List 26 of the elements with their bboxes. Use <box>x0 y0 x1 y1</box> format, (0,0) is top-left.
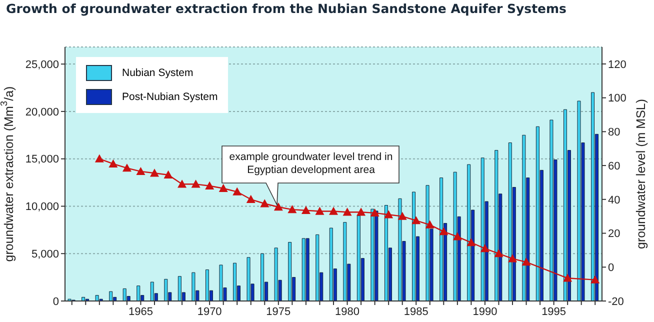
y-tick-label: 15,000 <box>25 154 59 166</box>
legend-label: Post-Nubian System <box>122 91 218 103</box>
y-tick-label: 25,000 <box>25 58 59 71</box>
y2-tick-label: -20 <box>608 296 624 308</box>
y2-axis-title: groundwater level (m MSL) <box>634 98 648 250</box>
x-tick-label: 1975 <box>266 306 291 318</box>
annotation: example groundwater level trend in Egyptian development area <box>228 150 394 178</box>
y-tick-label: 0 <box>52 296 59 308</box>
x-tick-label: 1985 <box>404 306 428 318</box>
chart-title: Growth of groundwater extraction from the Nubian Sandstone Aquifer Systems <box>6 1 566 16</box>
legend-label: Nubian System <box>122 67 194 79</box>
x-tick-label: 1990 <box>472 306 498 318</box>
x-tick-label: 1980 <box>335 306 360 318</box>
y-tick-label: 20,000 <box>25 106 59 118</box>
x-tick-label: 1995 <box>542 306 566 318</box>
y2-tick-label: 80 <box>608 126 620 139</box>
x-tick-label: 1970 <box>197 306 222 318</box>
y2-tick-label: 40 <box>608 194 620 206</box>
y2-tick-label: 100 <box>608 92 626 105</box>
y-tick-label: 10,000 <box>25 201 59 214</box>
y2-tick-label: 0 <box>608 262 614 274</box>
y2-tick-label: 20 <box>608 228 620 240</box>
y-tick-label: 5,000 <box>31 248 59 261</box>
x-tick-label: 1965 <box>128 306 153 318</box>
y2-tick-label: 120 <box>608 58 626 71</box>
y2-tick-label: 60 <box>608 160 620 172</box>
